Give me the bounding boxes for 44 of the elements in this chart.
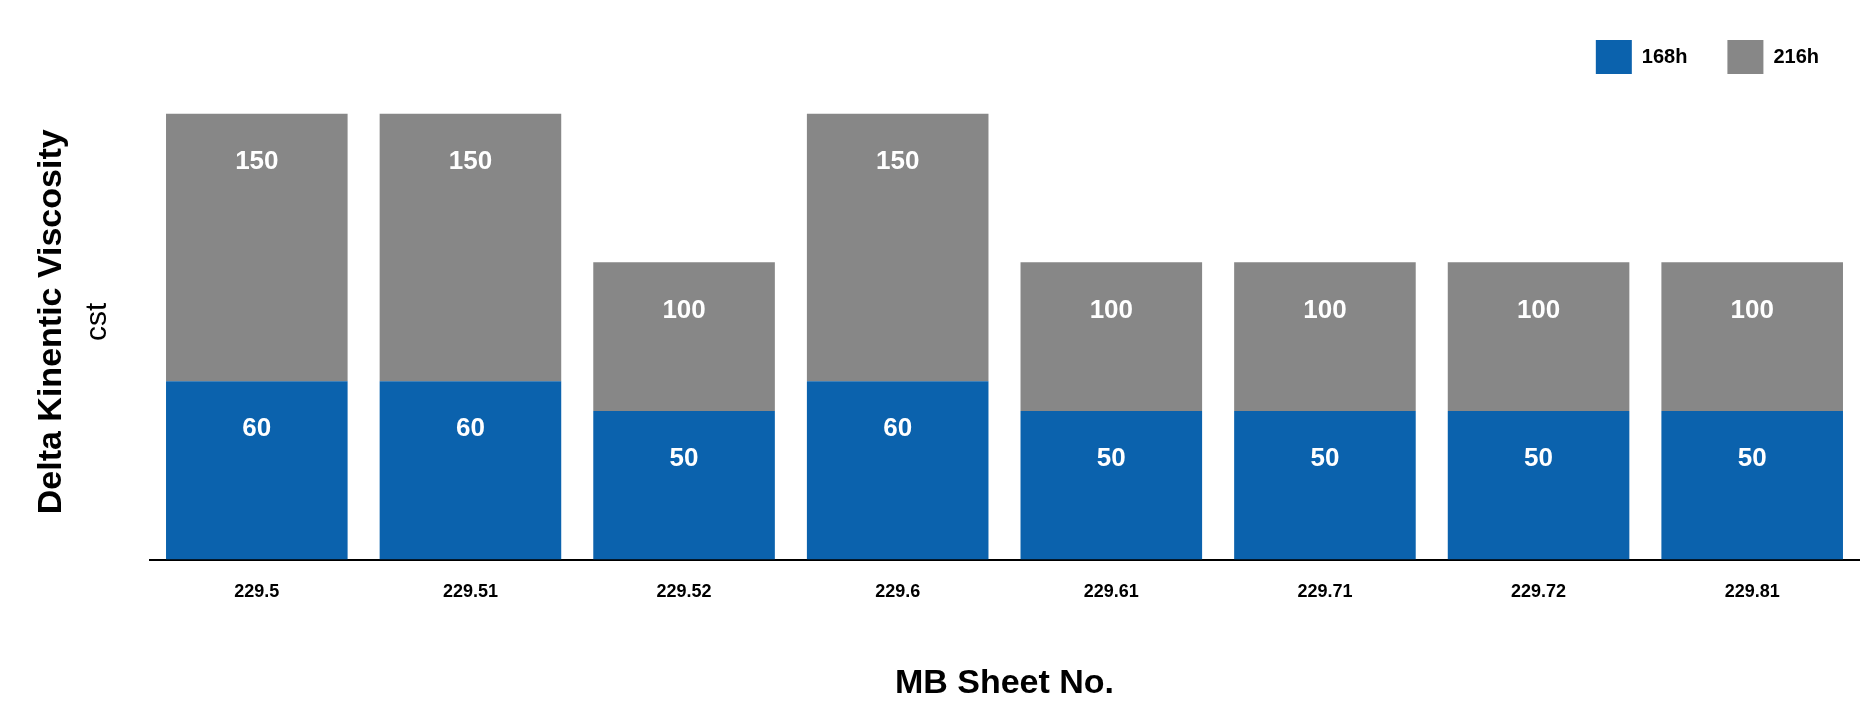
bar [1234,262,1416,411]
data-label: 50 [669,442,699,473]
y-axis-title: Delta Kinentic Viscosity cst [30,129,113,515]
total-label: 150 [235,144,279,175]
x-tick-label: 229.5 [234,581,280,602]
total-label: 150 [875,144,920,175]
bar [1020,410,1203,560]
data-label: 60 [883,412,913,443]
data-label: 60 [455,412,485,443]
bar [379,381,562,560]
total-label: 100 [1303,293,1347,324]
bar [1447,262,1630,411]
bar [593,410,775,560]
x-tick-label: 229.52 [656,581,712,602]
total-label: 150 [448,144,493,175]
total-label: 100 [1516,293,1561,324]
legend-label: 168h [1641,44,1688,67]
total-label: 100 [1730,293,1774,324]
bar [1234,410,1416,560]
bar [379,113,562,382]
bar [1661,262,1843,411]
data-label: 50 [1310,442,1340,473]
total-label: 100 [1089,293,1134,324]
data-label: 60 [242,412,272,443]
bar [593,262,775,411]
data-label: 50 [1096,442,1126,473]
bar [1447,410,1630,560]
bar [1661,410,1843,560]
data-label: 50 [1524,442,1554,473]
total-label: 100 [662,293,706,324]
x-tick-label: 229.71 [1297,581,1353,602]
bar [806,113,989,382]
bar [166,381,348,560]
x-tick-label: 229.6 [875,581,921,602]
bar [1020,262,1203,411]
x-tick-label: 229.72 [1511,581,1567,602]
x-tick-label: 229.51 [442,581,498,602]
bar [806,381,989,560]
bar [166,113,348,382]
x-axis-title: MB Sheet No. [894,661,1115,700]
x-tick-label: 229.81 [1724,581,1780,602]
data-label: 50 [1737,442,1767,473]
legend-label: 216h [1773,44,1820,67]
x-tick-label: 229.61 [1083,581,1139,602]
